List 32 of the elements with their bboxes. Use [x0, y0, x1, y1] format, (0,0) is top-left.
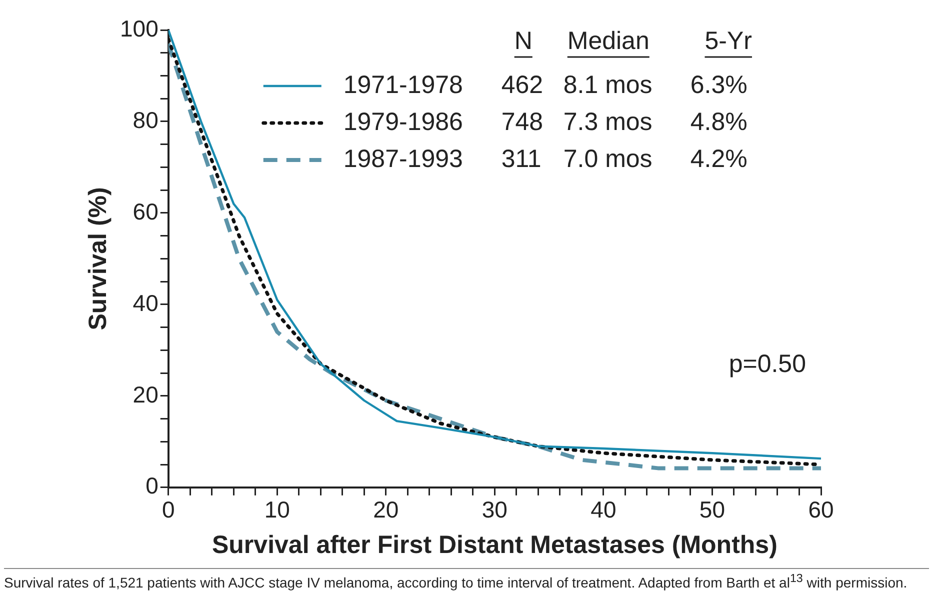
x-tick-label: 0	[162, 496, 175, 523]
annotation: 4.2%	[690, 144, 748, 173]
annotation: p=0.50	[728, 350, 806, 378]
y-tick-label: 100	[120, 15, 158, 42]
y-tick-label: 60	[132, 198, 158, 224]
annotation: 462	[501, 70, 544, 99]
y-tick-label: 20	[132, 381, 158, 408]
y-axis-title: Survival (%)	[84, 187, 112, 330]
annotation: N	[514, 26, 532, 55]
y-tick-label: 0	[146, 472, 158, 499]
annotation: 8.1 mos	[563, 70, 652, 99]
annotation: 311	[501, 144, 542, 173]
legend-label: 1987-1993	[343, 144, 463, 173]
text: Survival rates of 1,521 patients with AJCC stage IV melanoma, according to time interval of treatment. Adapted from Barth et al$^{13}$ with permission.	[4, 568, 929, 591]
x-axis-title: Survival after First Distant Metastases (Months)	[212, 530, 778, 559]
x-tick-label: 20	[373, 496, 399, 523]
annotation: 748	[501, 108, 544, 136]
legend-label: 1979-1986	[343, 108, 463, 136]
x-tick-label: 60	[808, 496, 834, 523]
y-tick-label: 40	[132, 290, 158, 316]
x-tick-label: 50	[699, 496, 726, 523]
annotation: 5-Yr	[704, 26, 752, 55]
x-tick-label: 40	[590, 496, 616, 523]
annotation: Median	[567, 26, 650, 55]
annotation: 7.3 mos	[563, 108, 652, 136]
y-tick-label: 80	[132, 106, 158, 133]
legend-label: 1971-1978	[343, 70, 463, 99]
annotation: 7.0 mos	[563, 144, 652, 173]
annotation: 4.8%	[690, 108, 748, 136]
x-tick-label: 30	[482, 496, 508, 523]
annotation: 6.3%	[690, 70, 748, 99]
x-tick-label: 10	[264, 496, 290, 523]
